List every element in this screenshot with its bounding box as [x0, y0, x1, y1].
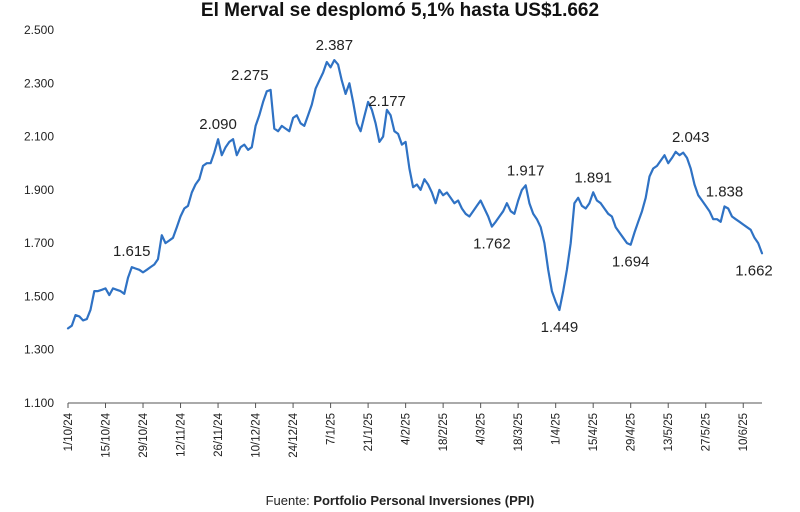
x-tick-label: 13/5/25: [663, 413, 675, 451]
y-tick-label: 1.100: [24, 396, 54, 410]
x-tick-label: 29/4/25: [626, 413, 638, 451]
x-tick-label: 21/1/25: [363, 413, 375, 451]
y-axis: 1.100 1.300 1.500 1.700 1.900 2.100 2.300 2.500: [24, 23, 54, 410]
y-tick-label: 1.700: [24, 236, 54, 250]
x-tick-label: 18/3/25: [513, 413, 525, 451]
x-tick-label: 26/11/24: [213, 412, 225, 457]
y-tick-label: 1.500: [24, 289, 54, 303]
source-name: Portfolio Personal Inversiones (PPI): [313, 493, 535, 508]
x-tick-label: 15/4/25: [588, 413, 600, 451]
x-tick-label: 4/3/25: [476, 413, 488, 445]
data-label: 2.387: [316, 37, 354, 54]
x-tick-label: 24/12/24: [288, 412, 300, 457]
y-tick-label: 1.300: [24, 343, 54, 357]
series-line-merval: [66, 59, 764, 330]
x-axis: 1/10/24 15/10/24 29/10/24 12/11/24 26/11/24 1…: [63, 402, 762, 458]
y-tick-label: 2.100: [24, 130, 54, 144]
source-label: Fuente:: [265, 493, 314, 508]
x-tick-label: 10/12/24: [251, 412, 263, 457]
y-tick-label: 1.900: [24, 183, 54, 197]
data-label: 2.043: [672, 129, 710, 146]
x-tick-label: 7/1/25: [326, 413, 338, 445]
data-label: 1.762: [473, 236, 511, 253]
x-tick-label: 27/5/25: [701, 413, 713, 451]
data-label: 1.449: [541, 319, 579, 336]
data-label: 1.694: [612, 254, 650, 271]
x-tick-label: 10/6/25: [738, 413, 750, 451]
series-group: [66, 59, 764, 330]
x-tick-label: 1/10/24: [63, 412, 75, 451]
x-tick-label: 15/10/24: [101, 412, 113, 457]
data-label: 2.275: [231, 67, 269, 84]
data-label: 1.662: [735, 262, 773, 279]
x-tick-label: 18/2/25: [438, 413, 450, 451]
x-tick-label: 29/10/24: [138, 412, 150, 457]
data-label: 1.917: [507, 162, 545, 179]
data-label: 2.090: [199, 116, 237, 133]
data-labels: 1.615 2.090 2.275 2.387 2.177 1.762 1.917 1.449…: [113, 37, 773, 336]
source-note: Fuente: Portfolio Personal Inversiones (…: [0, 493, 800, 508]
x-tick-label: 12/11/24: [176, 412, 188, 457]
x-tick-label: 4/2/25: [401, 413, 413, 445]
x-tick-label: 1/4/25: [551, 413, 563, 445]
data-label: 2.177: [368, 93, 406, 110]
y-tick-label: 2.300: [24, 76, 54, 90]
y-tick-label: 2.500: [24, 23, 54, 37]
data-label: 1.615: [113, 243, 151, 260]
chart-title: El Merval se desplomó 5,1% hasta US$1.66…: [200, 0, 600, 21]
data-label: 1.838: [706, 183, 744, 200]
data-label: 1.891: [574, 169, 612, 186]
